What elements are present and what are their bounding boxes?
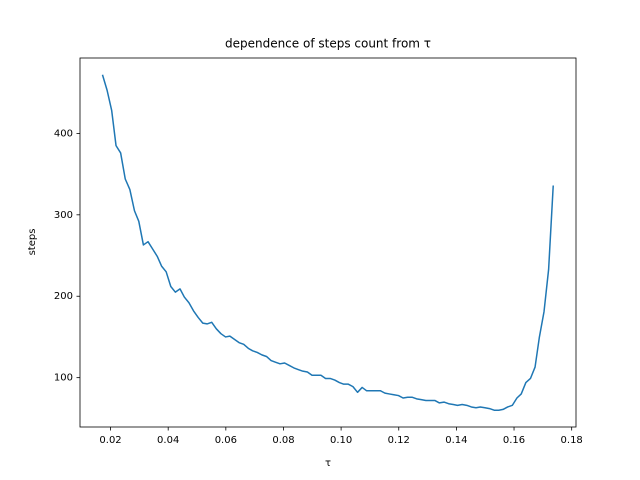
x-tick-label: 0.08 xyxy=(272,435,294,446)
x-tick-label: 0.18 xyxy=(561,435,583,446)
y-axis-label: steps xyxy=(27,229,38,256)
y-tick-label: 300 xyxy=(54,210,73,221)
data-line xyxy=(101,74,554,411)
x-axis-label: τ xyxy=(325,458,331,469)
x-tick-label: 0.04 xyxy=(157,435,179,446)
y-tick-label: 200 xyxy=(54,291,73,302)
x-tick-label: 0.12 xyxy=(388,435,410,446)
x-tick-label: 0.02 xyxy=(99,435,121,446)
x-tick-label: 0.06 xyxy=(215,435,237,446)
y-tick-label: 100 xyxy=(54,373,73,384)
y-tick-label: 400 xyxy=(54,128,73,139)
x-tick-label: 0.16 xyxy=(503,435,525,446)
axes-frame xyxy=(79,57,577,428)
chart-title: dependence of steps count from τ xyxy=(225,37,431,51)
x-tick-label: 0.10 xyxy=(330,435,352,446)
x-tick-label: 0.14 xyxy=(445,435,467,446)
